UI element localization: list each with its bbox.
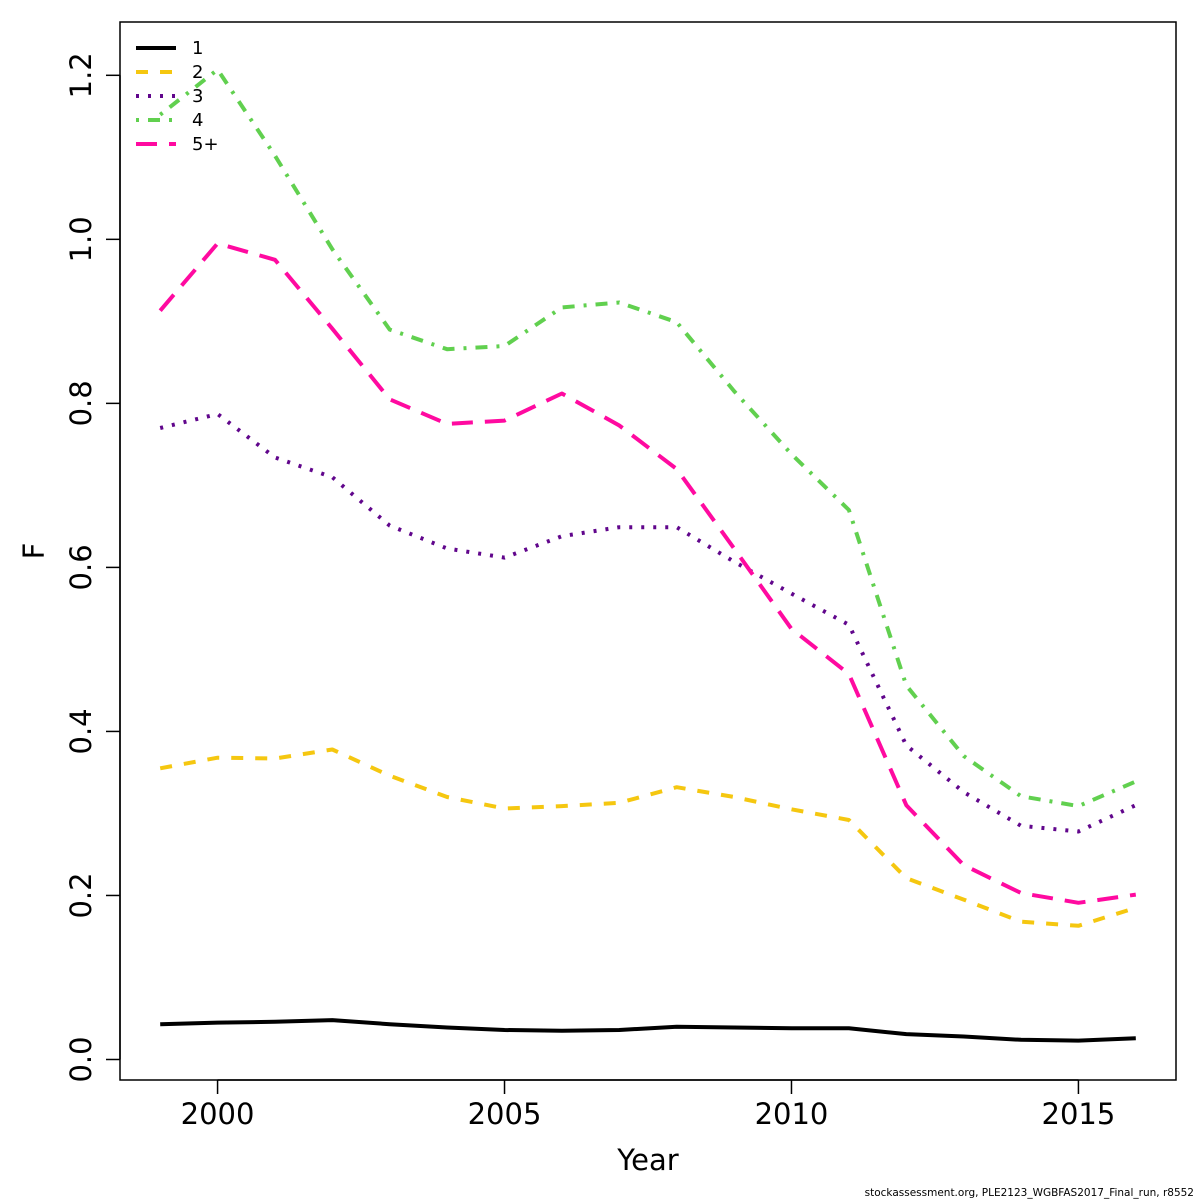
x-axis-title: Year	[616, 1143, 678, 1177]
series-line-1	[159, 747, 1137, 928]
x-tick-label: 2015	[1042, 1097, 1116, 1131]
legend-label: 1	[192, 38, 203, 59]
series-line-4	[158, 241, 1137, 905]
y-tick-label: 0.4	[64, 708, 98, 754]
legend-label: 5+	[192, 134, 219, 155]
series-layer	[158, 67, 1137, 1043]
series-line-2	[159, 412, 1137, 834]
y-tick-label: 0.2	[64, 872, 98, 918]
x-tick-label: 2000	[181, 1097, 255, 1131]
series-line-0	[160, 1018, 1136, 1043]
y-tick-label: 1.2	[64, 52, 98, 98]
y-tick-label: 1.0	[64, 216, 98, 262]
x-tick-label: 2010	[755, 1097, 829, 1131]
y-axis: 0.0 0.2 0.4 0.6 0.8 1.0 1.2	[64, 52, 121, 1083]
legend-label: 2	[192, 62, 203, 83]
series-line-3	[158, 67, 1137, 809]
legend: 1 2 3 4 5+	[136, 38, 219, 155]
x-axis: 2000 2005 2010 2015	[181, 1079, 1116, 1131]
credit-text: stockassessment.org, PLE2123_WGBFAS2017_…	[865, 1187, 1194, 1199]
y-tick-label: 0.8	[64, 380, 98, 426]
y-tick-label: 0.6	[64, 544, 98, 590]
x-tick-label: 2005	[468, 1097, 542, 1131]
plot-frame	[119, 21, 1177, 1081]
legend-label: 3	[192, 86, 203, 107]
y-tick-label: 0.0	[64, 1036, 98, 1082]
y-axis-title: F	[17, 543, 51, 560]
legend-label: 4	[192, 110, 203, 131]
